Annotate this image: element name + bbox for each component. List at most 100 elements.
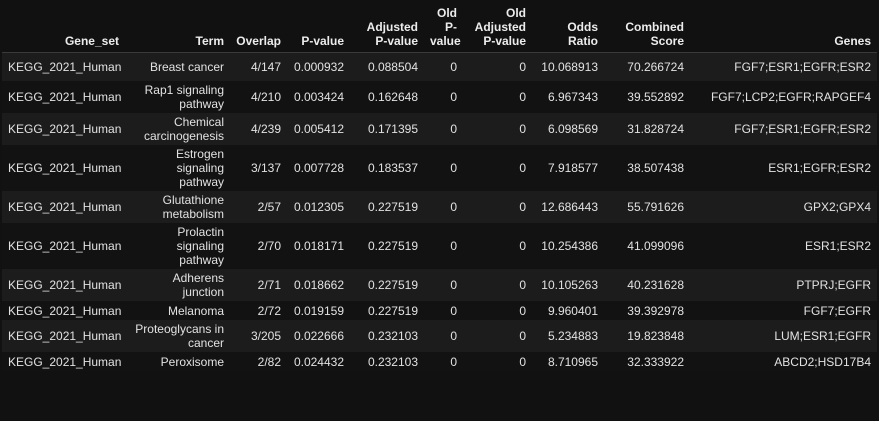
cell-odds-ratio: 12.686443 xyxy=(532,191,604,223)
cell-gene-set: KEGG_2021_Human xyxy=(2,301,125,320)
cell-overlap: 3/205 xyxy=(230,320,287,352)
table-row: KEGG_2021_Human Glutathione metabolism 2… xyxy=(2,191,877,223)
cell-old-adjusted-p-value: 0 xyxy=(463,113,532,145)
cell-combined-score: 70.266724 xyxy=(604,52,690,81)
column-header-combined-score: Combined Score xyxy=(604,0,690,53)
cell-p-value: 0.012305 xyxy=(287,191,350,223)
cell-old-adjusted-p-value: 0 xyxy=(463,52,532,81)
cell-odds-ratio: 6.098569 xyxy=(532,113,604,145)
cell-odds-ratio: 6.967343 xyxy=(532,81,604,113)
cell-overlap: 4/147 xyxy=(230,52,287,81)
cell-old-p-value: 0 xyxy=(424,191,463,223)
cell-p-value: 0.000932 xyxy=(287,52,350,81)
column-header-term: Term xyxy=(125,0,230,53)
cell-genes: FGF7;ESR1;EGFR;ESR2 xyxy=(690,52,877,81)
cell-gene-set: KEGG_2021_Human xyxy=(2,191,125,223)
cell-old-p-value: 0 xyxy=(424,145,463,191)
cell-p-value: 0.005412 xyxy=(287,113,350,145)
column-header-p-value: P-value xyxy=(287,0,350,53)
cell-adjusted-p-value: 0.227519 xyxy=(350,223,424,269)
table-row: KEGG_2021_Human Breast cancer 4/147 0.00… xyxy=(2,52,877,81)
cell-gene-set: KEGG_2021_Human xyxy=(2,352,125,371)
cell-genes: ABCD2;HSD17B4 xyxy=(690,352,877,371)
cell-adjusted-p-value: 0.183537 xyxy=(350,145,424,191)
cell-term: Adherens junction xyxy=(125,269,230,301)
cell-combined-score: 19.823848 xyxy=(604,320,690,352)
cell-adjusted-p-value: 0.227519 xyxy=(350,269,424,301)
cell-p-value: 0.024432 xyxy=(287,352,350,371)
cell-combined-score: 38.507438 xyxy=(604,145,690,191)
cell-term: Melanoma xyxy=(125,301,230,320)
cell-odds-ratio: 10.068913 xyxy=(532,52,604,81)
column-header-adjusted-p-value: Adjusted P-value xyxy=(350,0,424,53)
column-header-odds-ratio: Odds Ratio xyxy=(532,0,604,53)
dataframe-output: Gene_set Term Overlap P-value Adjusted P… xyxy=(2,0,877,371)
cell-term: Chemical carcinogenesis xyxy=(125,113,230,145)
cell-term: Estrogen signaling pathway xyxy=(125,145,230,191)
cell-old-adjusted-p-value: 0 xyxy=(463,145,532,191)
cell-old-adjusted-p-value: 0 xyxy=(463,320,532,352)
column-header-gene-set: Gene_set xyxy=(2,0,125,53)
cell-combined-score: 41.099096 xyxy=(604,223,690,269)
cell-adjusted-p-value: 0.232103 xyxy=(350,352,424,371)
cell-combined-score: 32.333922 xyxy=(604,352,690,371)
table-body: KEGG_2021_Human Breast cancer 4/147 0.00… xyxy=(2,52,877,371)
cell-adjusted-p-value: 0.227519 xyxy=(350,191,424,223)
cell-p-value: 0.019159 xyxy=(287,301,350,320)
cell-overlap: 2/70 xyxy=(230,223,287,269)
cell-adjusted-p-value: 0.227519 xyxy=(350,301,424,320)
cell-genes: FGF7;ESR1;EGFR;ESR2 xyxy=(690,113,877,145)
cell-odds-ratio: 10.254386 xyxy=(532,223,604,269)
cell-odds-ratio: 9.960401 xyxy=(532,301,604,320)
cell-combined-score: 55.791626 xyxy=(604,191,690,223)
table-row: KEGG_2021_Human Prolactin signaling path… xyxy=(2,223,877,269)
cell-old-adjusted-p-value: 0 xyxy=(463,191,532,223)
cell-gene-set: KEGG_2021_Human xyxy=(2,223,125,269)
table-row: KEGG_2021_Human Proteoglycans in cancer … xyxy=(2,320,877,352)
cell-genes: FGF7;LCP2;EGFR;RAPGEF4 xyxy=(690,81,877,113)
cell-gene-set: KEGG_2021_Human xyxy=(2,52,125,81)
cell-overlap: 2/72 xyxy=(230,301,287,320)
cell-genes: GPX2;GPX4 xyxy=(690,191,877,223)
cell-combined-score: 40.231628 xyxy=(604,269,690,301)
cell-genes: ESR1;EGFR;ESR2 xyxy=(690,145,877,191)
cell-p-value: 0.022666 xyxy=(287,320,350,352)
cell-adjusted-p-value: 0.171395 xyxy=(350,113,424,145)
cell-p-value: 0.018171 xyxy=(287,223,350,269)
cell-odds-ratio: 8.710965 xyxy=(532,352,604,371)
cell-old-adjusted-p-value: 0 xyxy=(463,301,532,320)
cell-combined-score: 31.828724 xyxy=(604,113,690,145)
cell-odds-ratio: 7.918577 xyxy=(532,145,604,191)
table-row: KEGG_2021_Human Peroxisome 2/82 0.024432… xyxy=(2,352,877,371)
table-row: KEGG_2021_Human Chemical carcinogenesis … xyxy=(2,113,877,145)
cell-old-p-value: 0 xyxy=(424,52,463,81)
cell-combined-score: 39.392978 xyxy=(604,301,690,320)
cell-p-value: 0.003424 xyxy=(287,81,350,113)
table-row: KEGG_2021_Human Melanoma 2/72 0.019159 0… xyxy=(2,301,877,320)
cell-odds-ratio: 10.105263 xyxy=(532,269,604,301)
enrichment-results-table: Gene_set Term Overlap P-value Adjusted P… xyxy=(2,0,877,371)
cell-old-adjusted-p-value: 0 xyxy=(463,223,532,269)
cell-gene-set: KEGG_2021_Human xyxy=(2,145,125,191)
table-row: KEGG_2021_Human Estrogen signaling pathw… xyxy=(2,145,877,191)
cell-overlap: 2/71 xyxy=(230,269,287,301)
column-header-overlap: Overlap xyxy=(230,0,287,53)
cell-overlap: 4/239 xyxy=(230,113,287,145)
cell-overlap: 2/57 xyxy=(230,191,287,223)
cell-overlap: 3/137 xyxy=(230,145,287,191)
table-header: Gene_set Term Overlap P-value Adjusted P… xyxy=(2,0,877,53)
cell-adjusted-p-value: 0.162648 xyxy=(350,81,424,113)
cell-genes: ESR1;ESR2 xyxy=(690,223,877,269)
cell-gene-set: KEGG_2021_Human xyxy=(2,269,125,301)
cell-term: Breast cancer xyxy=(125,52,230,81)
cell-old-adjusted-p-value: 0 xyxy=(463,269,532,301)
cell-p-value: 0.018662 xyxy=(287,269,350,301)
cell-gene-set: KEGG_2021_Human xyxy=(2,81,125,113)
cell-overlap: 4/210 xyxy=(230,81,287,113)
cell-combined-score: 39.552892 xyxy=(604,81,690,113)
column-header-old-adjusted-p-value: Old Adjusted P-value xyxy=(463,0,532,53)
cell-genes: FGF7;EGFR xyxy=(690,301,877,320)
cell-old-p-value: 0 xyxy=(424,320,463,352)
column-header-old-p-value: Old P-value xyxy=(424,0,463,53)
cell-overlap: 2/82 xyxy=(230,352,287,371)
